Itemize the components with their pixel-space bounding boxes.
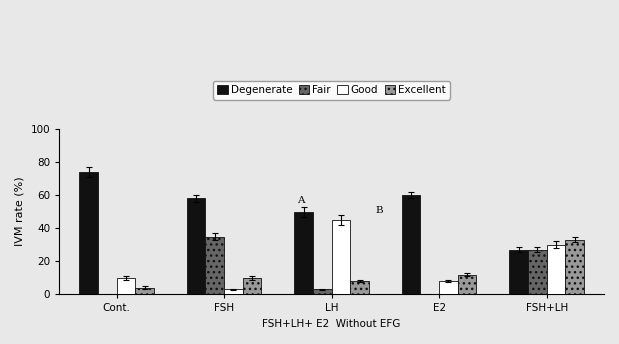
Bar bbox=[528, 250, 547, 294]
Bar bbox=[206, 237, 224, 294]
Bar bbox=[187, 198, 206, 294]
Bar bbox=[509, 250, 528, 294]
Text: B: B bbox=[376, 206, 383, 215]
Bar bbox=[458, 275, 477, 294]
Bar bbox=[135, 288, 154, 294]
Bar bbox=[294, 212, 313, 294]
Bar bbox=[224, 289, 243, 294]
Bar bbox=[565, 240, 584, 294]
Text: A: A bbox=[297, 196, 305, 205]
Bar bbox=[439, 281, 458, 294]
Bar bbox=[402, 195, 420, 294]
Bar bbox=[350, 281, 369, 294]
X-axis label: FSH+LH+ E2  Without EFG: FSH+LH+ E2 Without EFG bbox=[262, 319, 400, 329]
Bar bbox=[313, 289, 332, 294]
Bar bbox=[79, 172, 98, 294]
Bar bbox=[243, 278, 261, 294]
Bar bbox=[116, 278, 135, 294]
Y-axis label: IVM rate (%): IVM rate (%) bbox=[15, 177, 25, 247]
Legend: Degenerate, Fair, Good, Excellent: Degenerate, Fair, Good, Excellent bbox=[213, 81, 450, 99]
Bar bbox=[547, 245, 565, 294]
Bar bbox=[332, 220, 350, 294]
